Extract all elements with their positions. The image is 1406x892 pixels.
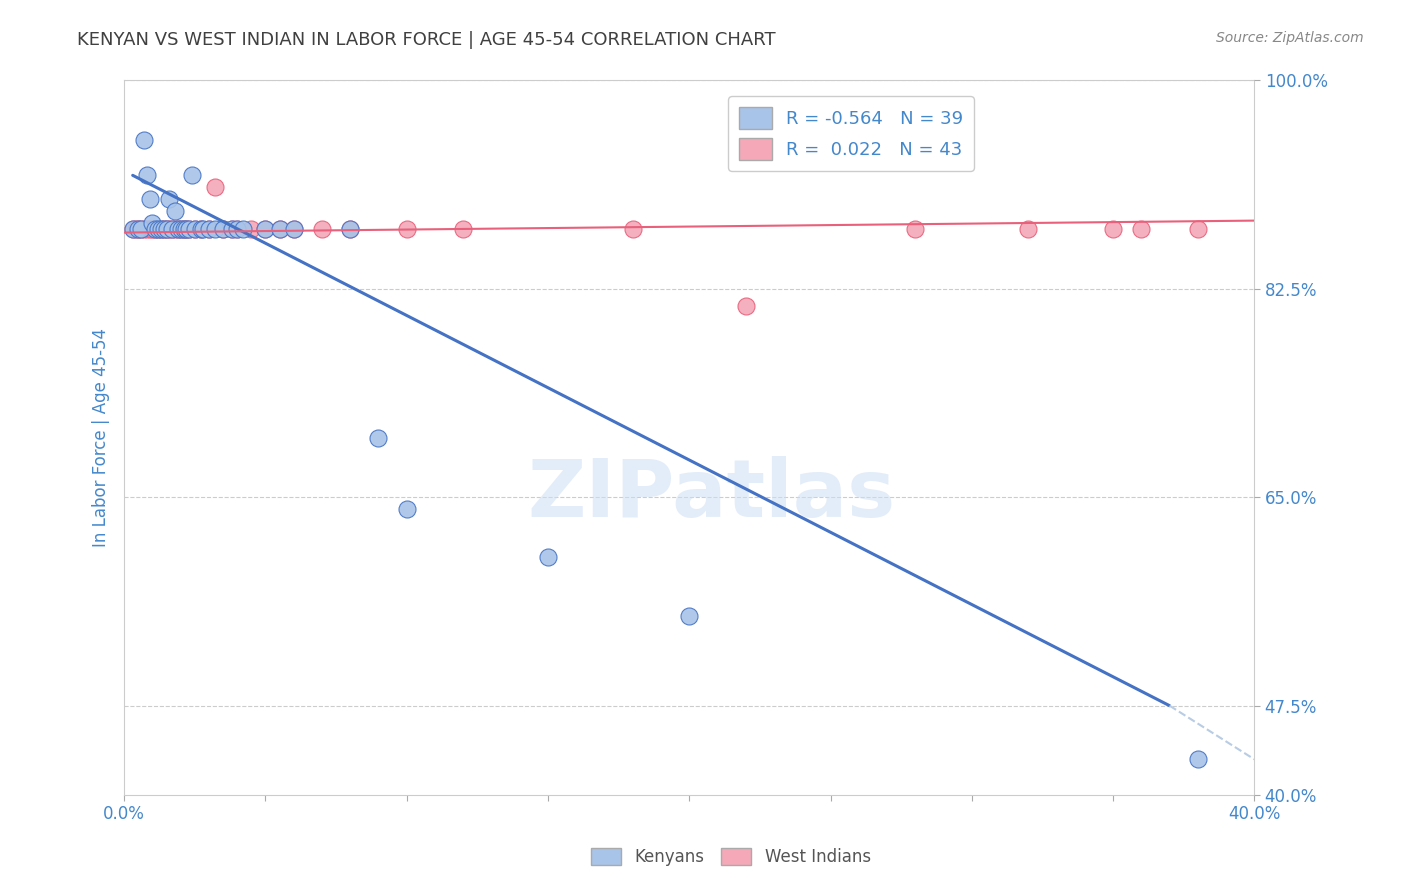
Point [1187,222,1209,236]
Point [170,222,193,236]
Point [155,222,177,236]
Point [221,222,243,236]
Point [146,222,169,236]
Point [269,222,291,236]
Point [212,222,235,236]
Point [179,222,201,236]
Point [155,222,177,236]
Point [198,222,221,236]
Point [173,222,195,236]
Point [176,222,198,236]
Point [204,180,226,194]
Point [734,300,756,314]
Point [232,222,254,236]
Point [141,216,163,230]
Point [127,222,149,236]
Point [339,222,361,236]
Point [226,222,249,236]
Legend: R = -0.564   N = 39, R =  0.022   N = 43: R = -0.564 N = 39, R = 0.022 N = 43 [728,96,974,171]
Point [162,222,184,236]
Point [395,502,418,516]
Text: KENYAN VS WEST INDIAN IN LABOR FORCE | AGE 45-54 CORRELATION CHART: KENYAN VS WEST INDIAN IN LABOR FORCE | A… [77,31,776,49]
Point [167,222,190,236]
Text: ZIPatlas: ZIPatlas [527,456,896,533]
Point [395,222,418,236]
Point [1017,222,1039,236]
Point [129,222,152,236]
Point [283,222,305,236]
Point [157,222,180,236]
Point [179,222,201,236]
Point [170,222,193,236]
Point [212,222,235,236]
Point [240,222,263,236]
Point [254,222,277,236]
Point [184,222,207,236]
Text: Source: ZipAtlas.com: Source: ZipAtlas.com [1216,31,1364,45]
Point [141,222,163,236]
Point [143,222,166,236]
Point [176,222,198,236]
Point [311,222,333,236]
Point [451,222,474,236]
Point [193,222,215,236]
Point [621,222,644,236]
Point [190,222,212,236]
Point [339,222,361,236]
Point [129,222,152,236]
Point [152,222,174,236]
Point [157,192,180,206]
Point [226,222,249,236]
Point [143,222,166,236]
Point [254,222,277,236]
Point [283,222,305,236]
Point [165,204,187,219]
Point [152,222,174,236]
Point [173,222,195,236]
Point [135,169,157,183]
Point [135,222,157,236]
Point [678,609,700,624]
Point [367,430,389,444]
Point [184,222,207,236]
Point [162,222,184,236]
Point [165,222,187,236]
Point [138,192,160,206]
Point [127,222,149,236]
Point [269,222,291,236]
Point [138,222,160,236]
Point [149,222,172,236]
Point [1130,222,1153,236]
Point [1187,752,1209,766]
Point [204,222,226,236]
Point [1102,222,1125,236]
Point [146,222,169,236]
Point [121,222,143,236]
Point [132,222,155,236]
Point [132,132,155,146]
Point [167,222,190,236]
Point [221,222,243,236]
Point [124,222,146,236]
Point [121,222,143,236]
Point [181,169,204,183]
Point [149,222,172,236]
Point [190,222,212,236]
Legend: Kenyans, West Indians: Kenyans, West Indians [585,841,877,873]
Point [198,222,221,236]
Y-axis label: In Labor Force | Age 45-54: In Labor Force | Age 45-54 [93,328,110,547]
Point [904,222,927,236]
Point [537,549,560,564]
